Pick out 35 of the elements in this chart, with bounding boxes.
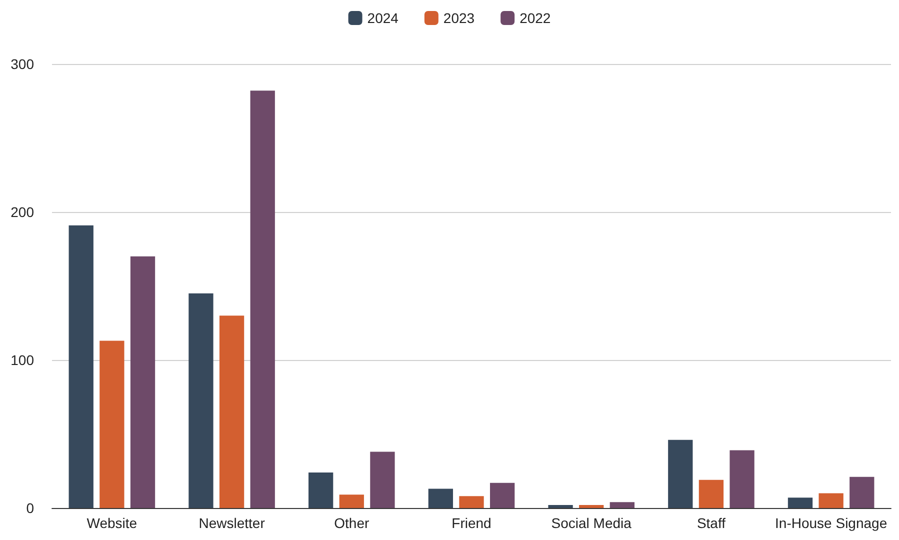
x-tick-label: Social Media	[551, 515, 632, 531]
bar	[698, 480, 724, 508]
bar	[579, 505, 604, 508]
legend-label: 2022	[520, 10, 551, 26]
x-tick-label: Website	[86, 515, 138, 531]
bar	[219, 316, 244, 508]
bar	[490, 482, 515, 508]
x-tick-label: Friend	[452, 515, 492, 531]
bar	[370, 452, 395, 508]
legend-label: 2024	[367, 10, 399, 26]
bar	[850, 476, 874, 508]
x-tick-label: Other	[334, 515, 370, 531]
bar	[428, 488, 454, 508]
bar	[308, 472, 334, 508]
bar	[668, 440, 693, 508]
bar	[610, 502, 635, 508]
x-tick-label: Staff	[696, 515, 726, 531]
y-tick-label: 100	[10, 352, 34, 368]
bar	[250, 90, 275, 508]
legend-label: 2023	[443, 10, 475, 26]
bar	[788, 498, 813, 508]
x-tick-label: In-House Signage	[775, 515, 888, 531]
bar	[339, 494, 364, 508]
bar	[188, 293, 214, 508]
bar	[730, 450, 754, 508]
y-tick-label: 300	[10, 56, 34, 72]
y-tick-label: 200	[10, 204, 34, 220]
y-tick-label: 0	[26, 500, 34, 516]
bar	[459, 496, 484, 508]
bar	[100, 340, 124, 508]
bar	[818, 493, 844, 508]
bar	[68, 225, 94, 508]
bar	[548, 505, 573, 508]
bar	[130, 256, 156, 508]
x-tick-label: Newsletter	[198, 515, 266, 531]
